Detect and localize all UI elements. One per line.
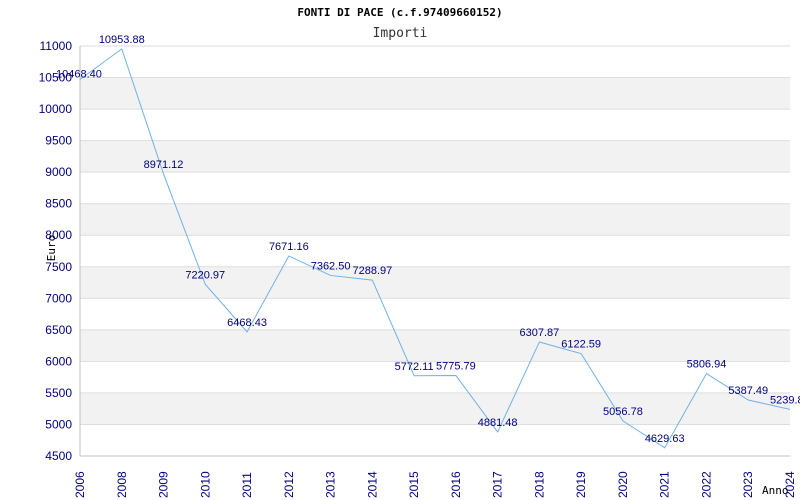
data-labels: 10468.40 10953.88 8971.12 7220.97 6468.43 767… — [56, 34, 800, 445]
data-label: 7288.97 — [352, 265, 392, 277]
y-tick-label: 10500 — [39, 71, 73, 85]
data-label: 5772.11 — [395, 361, 434, 373]
x-tick-label: 2006 — [73, 471, 87, 498]
data-label: 5239.8 — [770, 394, 800, 406]
y-tick-label: 6000 — [45, 354, 72, 368]
y-tick-label: 10000 — [39, 102, 73, 116]
x-tick-label: 2018 — [532, 471, 546, 498]
background-bands — [80, 77, 790, 425]
background-band — [80, 203, 790, 236]
data-label: 5387.49 — [728, 385, 768, 397]
data-label: 5056.78 — [603, 406, 643, 418]
data-label: 6468.43 — [227, 317, 267, 329]
x-tick-labels: 2006 2008 2009 2010 2011 2012 2013 2014 2015 2016… — [73, 471, 797, 498]
x-tick-label: 2012 — [282, 471, 296, 498]
x-tick-label: 2013 — [324, 471, 338, 498]
y-tick-label: 9500 — [45, 134, 72, 148]
x-tick-label: 2011 — [240, 472, 254, 498]
data-label: 6307.87 — [520, 327, 560, 339]
background-band — [80, 266, 790, 299]
x-tick-label: 2014 — [365, 471, 379, 498]
data-label: 10953.88 — [99, 34, 145, 46]
y-tick-label: 7000 — [45, 291, 72, 305]
y-tick-label: 5000 — [45, 417, 72, 431]
data-label: 5806.94 — [687, 359, 727, 371]
x-tick-label: 2015 — [407, 471, 421, 498]
data-label: 5775.79 — [436, 361, 476, 373]
x-axis-label: Anno — [762, 484, 789, 497]
x-tick-label: 2023 — [741, 471, 755, 498]
data-label: 10468.40 — [56, 69, 102, 81]
chart-subtitle: Importi — [373, 26, 428, 41]
data-label: 6122.59 — [561, 339, 601, 351]
x-tick-label: 2022 — [699, 471, 713, 498]
data-label: 7362.50 — [311, 260, 351, 272]
y-tick-label: 11000 — [40, 39, 73, 53]
data-label: 4881.48 — [478, 417, 518, 429]
x-tick-label: 2010 — [198, 471, 212, 498]
y-tick-label: 8500 — [45, 197, 72, 211]
data-label: 7671.16 — [269, 241, 309, 253]
background-band — [80, 77, 790, 110]
x-tick-label: 2008 — [115, 471, 129, 498]
background-band — [80, 329, 790, 362]
data-label: 7220.97 — [185, 269, 225, 281]
background-band — [80, 140, 790, 173]
x-tick-label: 2024 — [783, 471, 797, 498]
x-tick-label: 2016 — [449, 471, 463, 498]
data-label: 4629.63 — [645, 433, 685, 445]
x-tick-label: 2017 — [491, 471, 505, 498]
y-axis-label: Euro — [45, 235, 58, 262]
x-tick-label: 2019 — [574, 471, 588, 498]
y-tick-label: 7500 — [45, 260, 72, 274]
x-tick-label: 2020 — [616, 471, 630, 498]
y-tick-label: 4500 — [45, 449, 72, 463]
chart-title: FONTI DI PACE (c.f.97409660152) — [297, 6, 502, 19]
y-tick-label: 8000 — [45, 228, 72, 242]
x-tick-label: 2009 — [157, 471, 171, 498]
y-tick-labels: 4500 5000 5500 6000 6500 7000 7500 8000 8500 9000… — [39, 39, 73, 463]
series-line — [79, 48, 791, 449]
y-tick-label: 6500 — [45, 323, 72, 337]
x-tick-label: 2021 — [658, 471, 672, 498]
data-label: 8971.12 — [144, 159, 184, 171]
y-tick-label: 9000 — [45, 165, 72, 179]
y-tick-label: 5500 — [45, 386, 72, 400]
background-band — [80, 392, 790, 425]
